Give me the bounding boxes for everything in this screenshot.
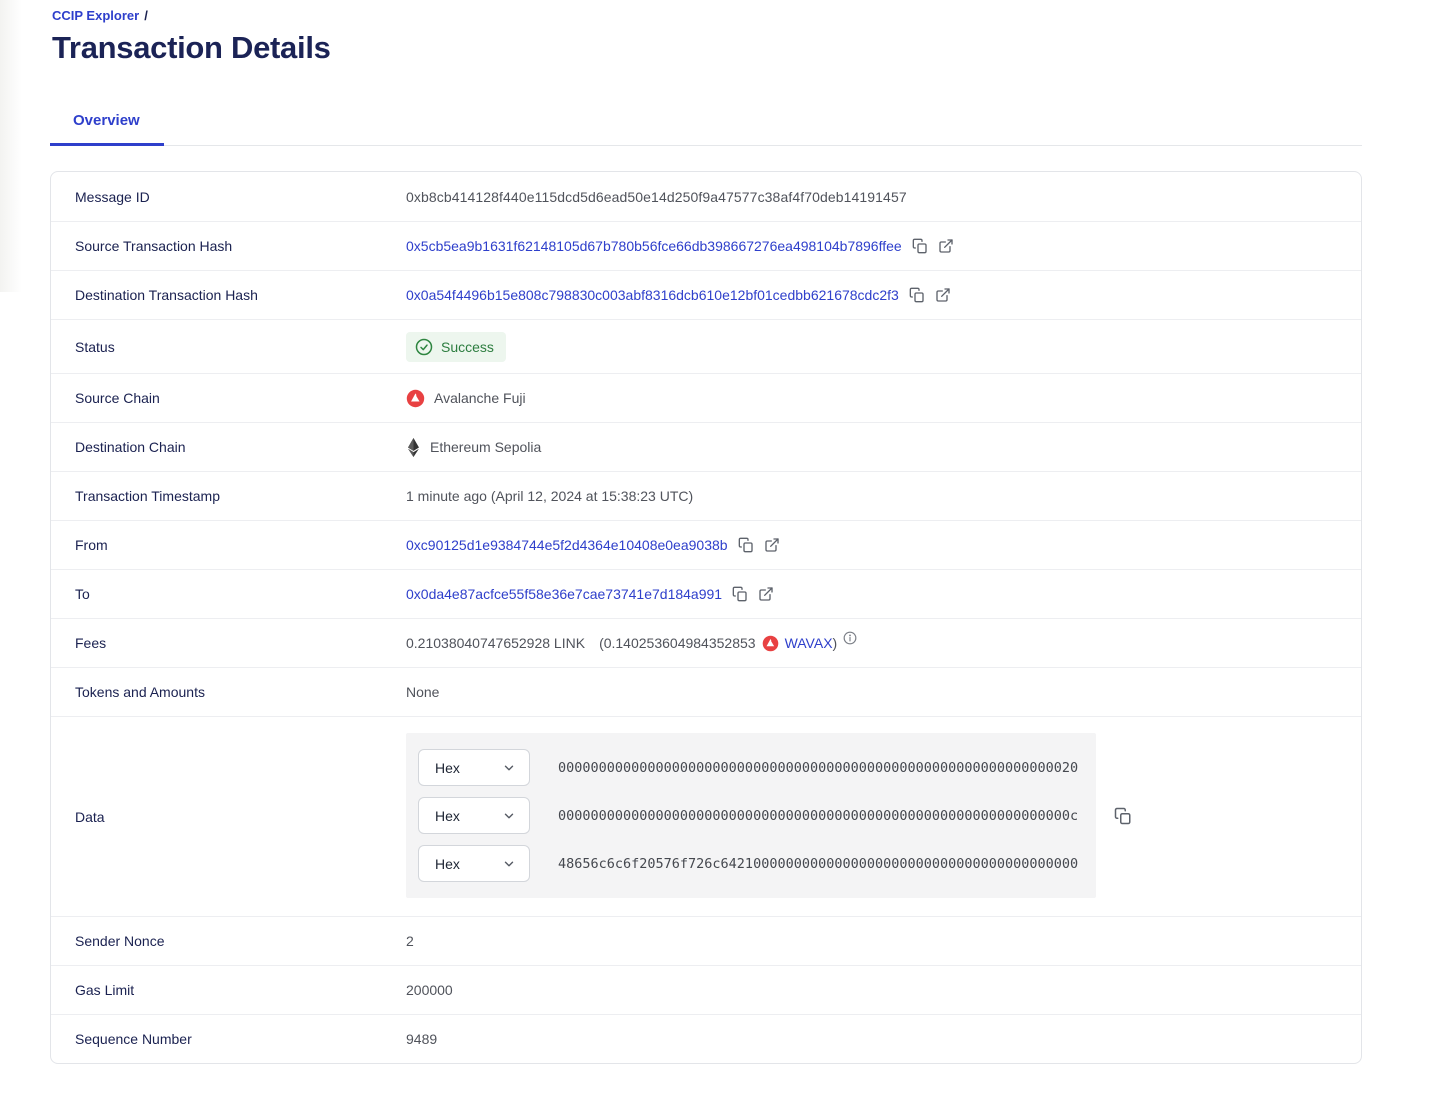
data-hex-line-2: 0000000000000000000000000000000000000000… (558, 807, 1079, 824)
row-source-tx-hash: Source Transaction Hash 0x5cb5ea9b1631f6… (51, 221, 1361, 270)
status-badge: Success (406, 331, 506, 362)
breadcrumb: CCIP Explorer / (50, 0, 1362, 23)
data-format-value: Hex (435, 855, 460, 872)
row-dest-tx-hash: Destination Transaction Hash 0x0a54f4496… (51, 270, 1361, 319)
check-circle-icon (415, 338, 433, 356)
row-sequence-number: Sequence Number 9489 (51, 1014, 1361, 1063)
tab-bar: Overview (50, 103, 1362, 146)
row-status: Status Success (51, 319, 1361, 373)
data-format-select[interactable]: Hex (418, 797, 530, 834)
copy-icon[interactable] (909, 287, 925, 303)
source-chain-label: Source Chain (75, 390, 160, 406)
main-content: CCIP Explorer / Transaction Details Overv… (50, 0, 1362, 1064)
data-label: Data (75, 808, 105, 825)
ethereum-icon (406, 437, 421, 457)
message-id-label: Message ID (75, 188, 150, 205)
data-hex-line-3: 48656c6c6f20576f726c64210000000000000000… (558, 855, 1079, 872)
copy-icon[interactable] (738, 537, 754, 553)
from-label: From (75, 537, 108, 553)
info-icon[interactable] (843, 631, 857, 648)
sequence-number-value: 9489 (406, 1031, 438, 1047)
gas-limit-value: 200000 (406, 982, 453, 998)
timestamp-label: Transaction Timestamp (75, 488, 220, 504)
data-hex-line-1: 0000000000000000000000000000000000000000… (558, 759, 1079, 776)
avalanche-icon (762, 635, 779, 652)
dest-tx-hash-link[interactable]: 0x0a54f4496b15e808c798830c003abf8316dcb6… (406, 287, 899, 303)
dest-tx-hash-label: Destination Transaction Hash (75, 287, 258, 303)
row-dest-chain: Destination Chain Ethereum Sepolia (51, 422, 1361, 471)
row-fees: Fees 0.21038040747652928 LINK (0.1402536… (51, 618, 1361, 667)
row-tokens-amounts: Tokens and Amounts None (51, 667, 1361, 716)
sequence-number-label: Sequence Number (75, 1031, 192, 1047)
source-tx-hash-label: Source Transaction Hash (75, 238, 233, 254)
chevron-down-icon (502, 761, 516, 775)
row-data: Data Hex 0000000000000000000000000000000… (51, 716, 1361, 916)
breadcrumb-separator: / (144, 8, 148, 23)
external-link-icon[interactable] (938, 238, 954, 254)
source-chain-name: Avalanche Fuji (434, 390, 526, 406)
external-link-icon[interactable] (758, 586, 774, 602)
page-title: Transaction Details (52, 30, 331, 65)
message-id-value: 0xb8cb414128f440e115dcd5d6ead50e14d250f9… (406, 188, 907, 205)
fees-link-amount: 0.21038040747652928 LINK (406, 635, 586, 651)
copy-icon[interactable] (1114, 807, 1132, 825)
to-label: To (75, 586, 90, 602)
status-label: Status (75, 338, 115, 355)
row-source-chain: Source Chain Avalanche Fuji (51, 373, 1361, 422)
copy-icon[interactable] (912, 238, 928, 254)
data-format-select[interactable]: Hex (418, 845, 530, 882)
row-sender-nonce: Sender Nonce 2 (51, 916, 1361, 965)
row-from: From 0xc90125d1e9384744e5f2d4364e10408e0… (51, 520, 1361, 569)
external-link-icon[interactable] (935, 287, 951, 303)
from-address-link[interactable]: 0xc90125d1e9384744e5f2d4364e10408e0ea903… (406, 537, 728, 553)
gas-limit-label: Gas Limit (75, 982, 135, 998)
chevron-down-icon (502, 809, 516, 823)
transaction-details-card: Message ID 0xb8cb414128f440e115dcd5d6ead… (50, 171, 1362, 1064)
row-gas-limit: Gas Limit 200000 (51, 965, 1361, 1014)
data-format-select[interactable]: Hex (418, 749, 530, 786)
row-to: To 0x0da4e87acfce55f58e36e7cae73741e7d18… (51, 569, 1361, 618)
row-message-id: Message ID 0xb8cb414128f440e115dcd5d6ead… (51, 172, 1361, 221)
status-badge-text: Success (441, 338, 494, 355)
tokens-amounts-value: None (406, 684, 440, 700)
external-link-icon[interactable] (764, 537, 780, 553)
dest-chain-name: Ethereum Sepolia (430, 439, 542, 455)
tokens-amounts-label: Tokens and Amounts (75, 684, 205, 700)
source-tx-hash-link[interactable]: 0x5cb5ea9b1631f62148105d67b780b56fce66db… (406, 238, 902, 254)
to-address-link[interactable]: 0x0da4e87acfce55f58e36e7cae73741e7d184a9… (406, 586, 723, 602)
sender-nonce-label: Sender Nonce (75, 933, 165, 949)
copy-icon[interactable] (732, 586, 748, 602)
fees-native-amount: (0.140253604984352853 (599, 635, 756, 651)
sender-nonce-value: 2 (406, 933, 414, 949)
fees-label: Fees (75, 635, 107, 651)
data-line: Hex 000000000000000000000000000000000000… (418, 749, 1084, 786)
data-hex-panel: Hex 000000000000000000000000000000000000… (406, 733, 1096, 898)
data-line: Hex 48656c6c6f20576f726c6421000000000000… (418, 845, 1084, 882)
fees-wavax-link[interactable]: WAVAX (784, 635, 833, 651)
row-timestamp: Transaction Timestamp 1 minute ago (Apri… (51, 471, 1361, 520)
breadcrumb-ccip-explorer-link[interactable]: CCIP Explorer (52, 8, 140, 23)
chevron-down-icon (502, 857, 516, 871)
fees-paren-close: ) (832, 635, 838, 651)
data-line: Hex 000000000000000000000000000000000000… (418, 797, 1084, 834)
avalanche-icon (406, 389, 425, 408)
data-format-value: Hex (435, 759, 460, 776)
timestamp-value: 1 minute ago (April 12, 2024 at 15:38:23… (406, 488, 694, 504)
data-format-value: Hex (435, 807, 460, 824)
dest-chain-label: Destination Chain (75, 439, 186, 455)
tab-overview[interactable]: Overview (50, 103, 164, 146)
